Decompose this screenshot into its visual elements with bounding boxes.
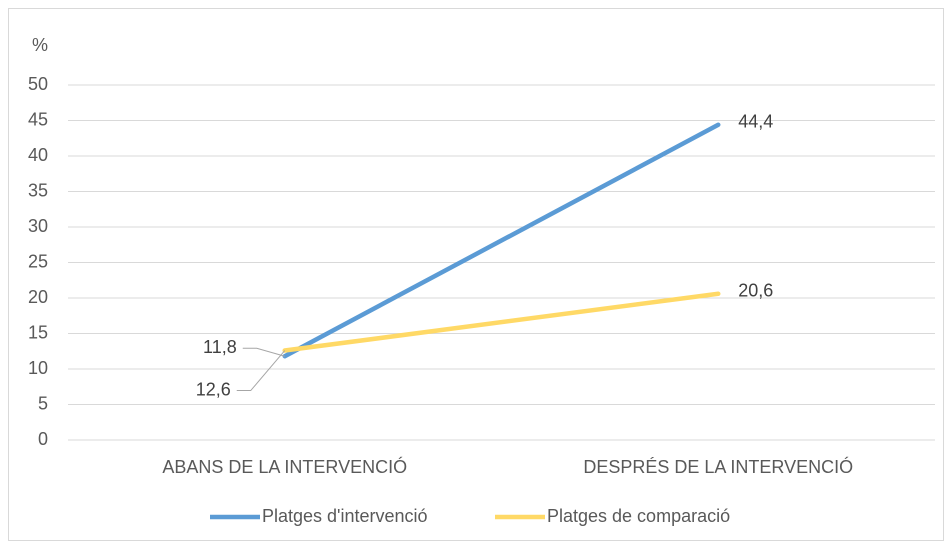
y-tick-label: 0 bbox=[38, 429, 48, 449]
leader-line bbox=[236, 350, 286, 392]
leader-line bbox=[242, 347, 285, 357]
y-tick-label: 50 bbox=[28, 74, 48, 94]
y-tick-label: 40 bbox=[28, 145, 48, 165]
x-tick-label: DESPRÉS DE LA INTERVENCIÓ bbox=[583, 456, 853, 477]
series-line bbox=[282, 291, 721, 353]
y-tick-label: 10 bbox=[28, 358, 48, 378]
x-tick-label: ABANS DE LA INTERVENCIÓ bbox=[162, 456, 407, 477]
y-tick-label: 5 bbox=[38, 393, 48, 413]
data-label: 11,8 bbox=[203, 337, 237, 357]
data-label: 12,6 bbox=[196, 379, 231, 399]
y-tick-label: 45 bbox=[28, 109, 48, 129]
chart-border bbox=[8, 8, 944, 541]
series-line bbox=[282, 122, 721, 359]
legend-label: Platges d'intervenció bbox=[262, 506, 428, 526]
y-axis-label: % bbox=[32, 35, 48, 55]
legend-label: Platges de comparació bbox=[547, 506, 730, 526]
data-label: 20,6 bbox=[738, 280, 773, 300]
data-label: 44,4 bbox=[738, 112, 773, 132]
y-tick-label: 30 bbox=[28, 216, 48, 236]
y-tick-label: 25 bbox=[28, 251, 48, 271]
y-tick-label: 35 bbox=[28, 180, 48, 200]
y-tick-label: 20 bbox=[28, 287, 48, 307]
y-tick-label: 15 bbox=[28, 322, 48, 342]
